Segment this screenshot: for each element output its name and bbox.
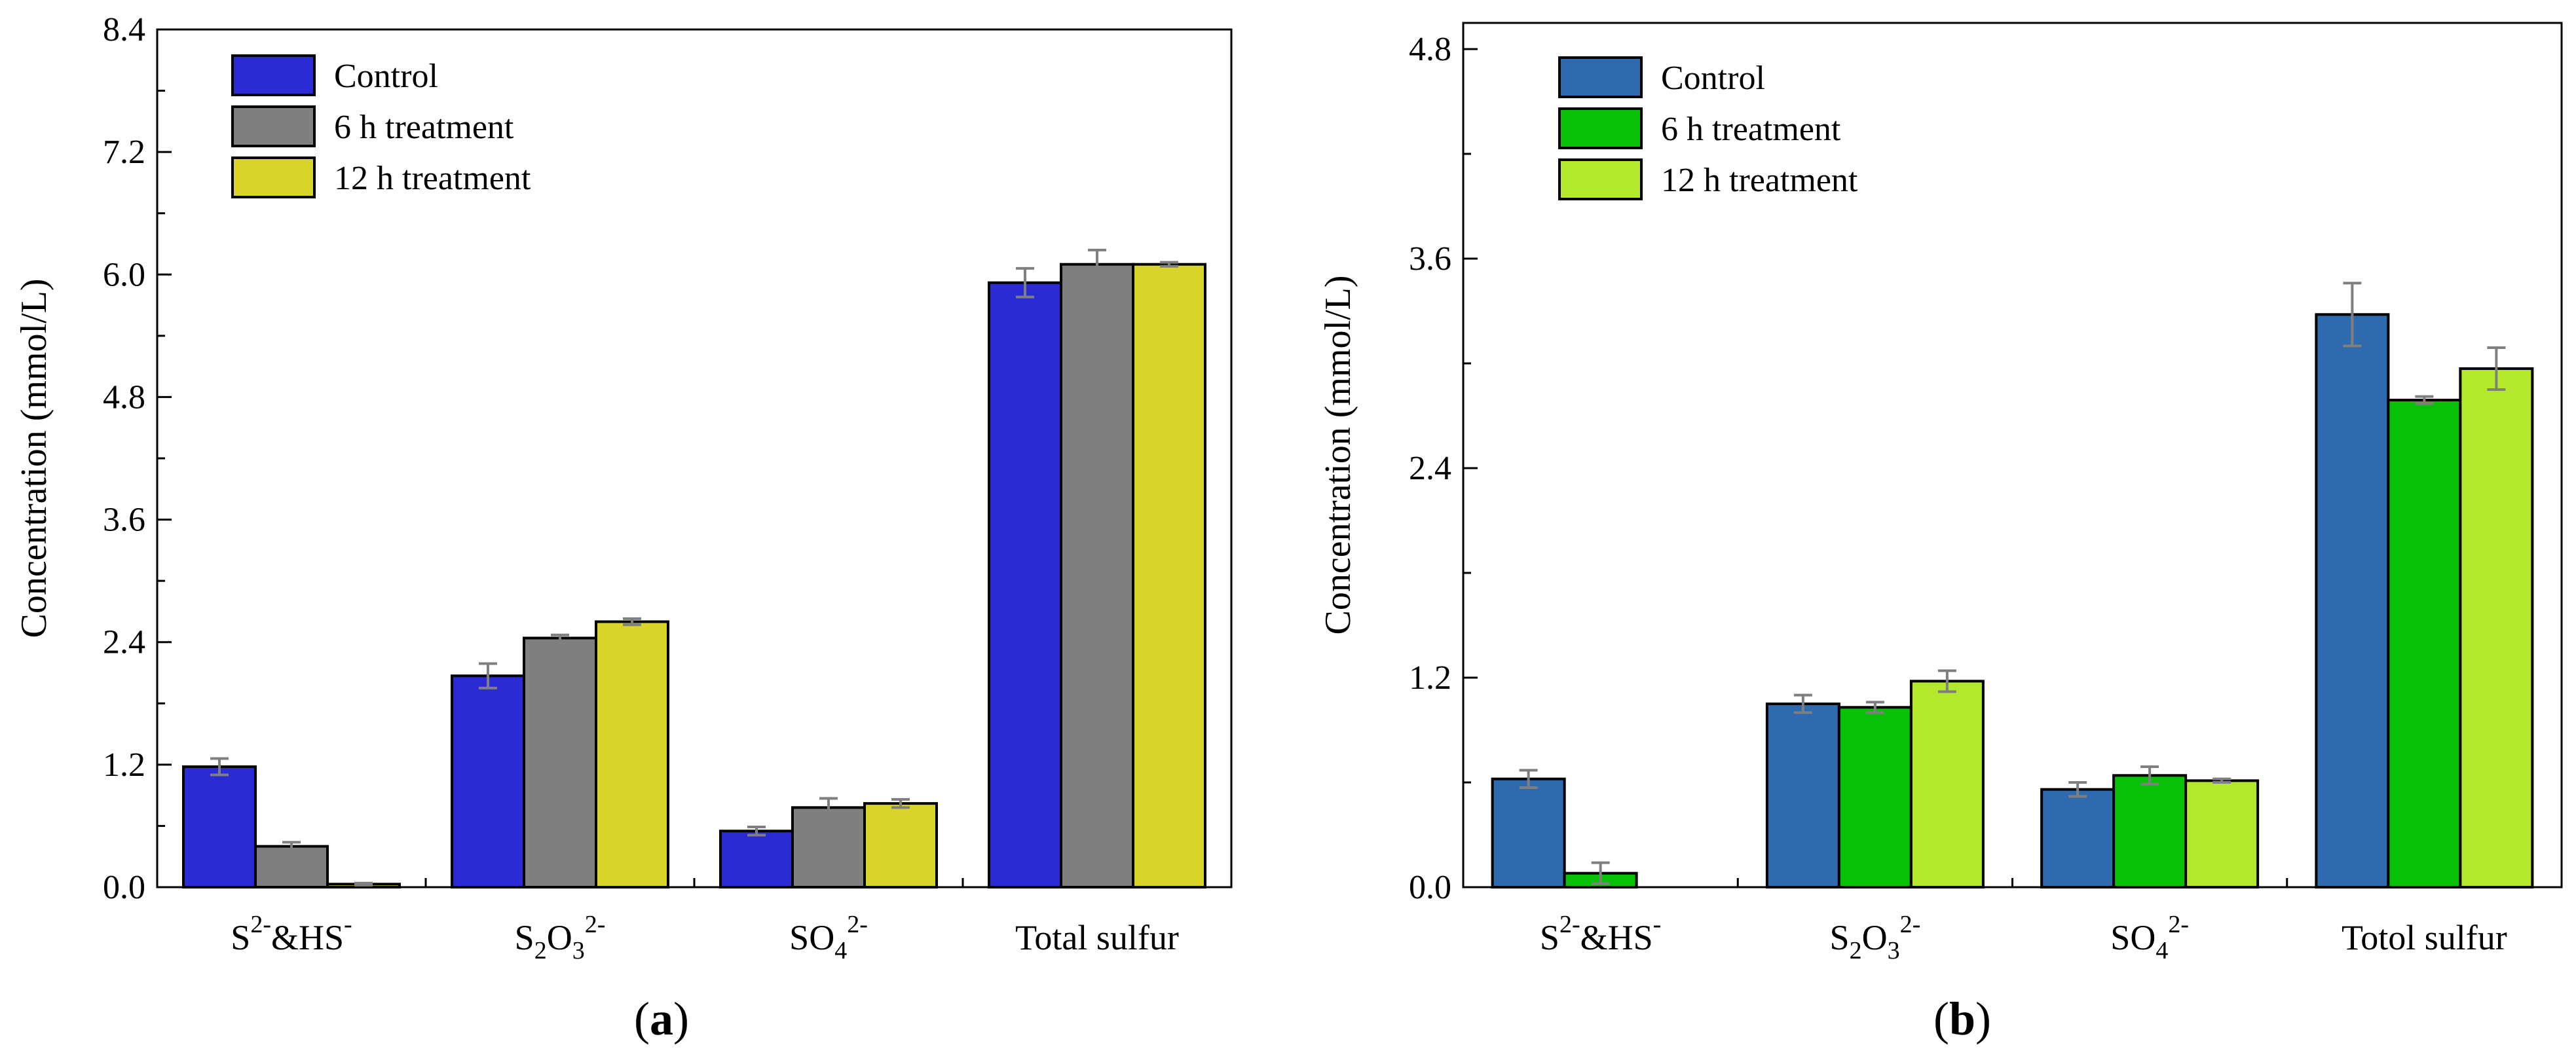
category-mid-text: &HS bbox=[271, 918, 344, 957]
y-axis-title-b: Concentration (mmol/L) bbox=[1318, 276, 1358, 635]
category-superscript: 2- bbox=[250, 911, 271, 938]
category-mid-text: O bbox=[547, 918, 572, 957]
y-tick-label-a-1: 1.2 bbox=[103, 746, 145, 784]
bar-b-12-h-treatment-2 bbox=[2184, 779, 2260, 889]
y-tick-label-b-0: 0.0 bbox=[1409, 869, 1451, 906]
legend-label-a-1: 6 h treatment bbox=[334, 109, 514, 146]
category-superscript: 2- bbox=[1559, 911, 1580, 938]
bar-a-6-h-treatment-1 bbox=[523, 636, 597, 888]
legend-label-a-2: 12 h treatment bbox=[334, 160, 531, 197]
bar-a-6-h-treatment-2 bbox=[791, 806, 866, 889]
category-label-a-1: S2O32- bbox=[515, 911, 606, 964]
category-base-text: S bbox=[1540, 918, 1559, 957]
legend-swatch-b-0 bbox=[1558, 56, 1643, 98]
y-tick-label-a-6: 7.2 bbox=[103, 134, 145, 171]
legend-swatch-a-0 bbox=[231, 54, 316, 96]
y-tick-label-b-1: 1.2 bbox=[1409, 659, 1451, 697]
y-tick-label-b-2: 2.4 bbox=[1409, 450, 1451, 487]
category-label-b-1: S2O32- bbox=[1830, 911, 1921, 964]
legend-label-b-0: Control bbox=[1661, 60, 1765, 97]
category-base-text: S bbox=[515, 918, 534, 957]
category-superscript: 2- bbox=[847, 911, 868, 938]
category-label-a-3: Total sulfur bbox=[1015, 918, 1179, 957]
bar-b-12-h-treatment-3 bbox=[2459, 367, 2534, 888]
bar-b-12-h-treatment-1 bbox=[1909, 680, 1985, 889]
bar-a-12-h-treatment-2 bbox=[863, 802, 938, 888]
category-subscript: 4 bbox=[2156, 937, 2168, 964]
bar-b-6-h-treatment-1 bbox=[1837, 706, 1913, 889]
y-tick-label-a-7: 8.4 bbox=[103, 11, 145, 48]
bar-a-control-3 bbox=[988, 281, 1062, 888]
bar-a-control-2 bbox=[719, 830, 794, 889]
bar-a-control-0 bbox=[182, 765, 257, 888]
panel-label-letter: b bbox=[1949, 993, 1975, 1045]
category-subscript: 3 bbox=[1888, 937, 1900, 964]
panel-label-open-paren: ( bbox=[634, 993, 650, 1045]
bar-b-control-1 bbox=[1765, 703, 1840, 888]
legend-label-b-1: 6 h treatment bbox=[1661, 111, 1841, 148]
y-tick-label-b-3: 3.6 bbox=[1409, 240, 1451, 278]
panel-label-close-paren: ) bbox=[673, 993, 689, 1045]
category-label-b-3: Totol sulfur bbox=[2342, 918, 2507, 957]
bar-a-6-h-treatment-0 bbox=[254, 845, 329, 888]
panel-label-close-paren: ) bbox=[1975, 993, 1991, 1045]
category-base-text: S bbox=[231, 918, 250, 957]
bar-b-control-0 bbox=[1491, 777, 1566, 888]
chart-a-svg: 0.0 1.2 2.4 3.6 4.8 6.0 7.2 8.4 Concentration (m… bbox=[14, 11, 1233, 1045]
category-superscript: 2- bbox=[1900, 911, 1921, 938]
bar-b-6-h-treatment-2 bbox=[2112, 774, 2188, 889]
category-mid-text: &HS bbox=[1580, 918, 1653, 957]
bar-b-control-2 bbox=[2040, 788, 2116, 888]
category-base-text: SO bbox=[2110, 918, 2156, 957]
panel-label-b: (b) bbox=[1933, 993, 1991, 1045]
y-tick-label-a-4: 4.8 bbox=[103, 378, 145, 416]
category-subscript: 3 bbox=[572, 937, 585, 964]
legend-swatch-b-1 bbox=[1558, 107, 1643, 149]
bar-a-6-h-treatment-3 bbox=[1060, 263, 1134, 888]
category-superscript: - bbox=[1653, 911, 1662, 938]
category-base-text: SO bbox=[789, 918, 834, 957]
category-subscript: 2 bbox=[1850, 937, 1862, 964]
legend-label-a-0: Control bbox=[334, 58, 438, 95]
category-label-b-0: S2-&HS- bbox=[1540, 911, 1661, 957]
category-superscript: 2- bbox=[2168, 911, 2189, 938]
y-tick-label-b-4: 4.8 bbox=[1409, 31, 1451, 68]
category-superscript: - bbox=[344, 911, 352, 938]
legend-label-b-2: 12 h treatment bbox=[1661, 162, 1858, 199]
category-subscript: 4 bbox=[834, 937, 847, 964]
chart-panel-a: 0.0 1.2 2.4 3.6 4.8 6.0 7.2 8.4 Concentration (m… bbox=[0, 0, 1284, 1059]
category-label-b-2: SO42- bbox=[2110, 911, 2189, 964]
category-base-text: Totol sulfur bbox=[2342, 918, 2507, 957]
category-base-text: Total sulfur bbox=[1015, 918, 1179, 957]
category-subscript: 2 bbox=[534, 937, 547, 964]
category-base-text: S bbox=[1830, 918, 1850, 957]
bar-a-12-h-treatment-1 bbox=[595, 620, 669, 888]
category-mid-text: O bbox=[1862, 918, 1888, 957]
legend-swatch-a-2 bbox=[231, 156, 316, 198]
y-tick-label-a-2: 2.4 bbox=[103, 624, 145, 661]
y-tick-label-a-5: 6.0 bbox=[103, 256, 145, 293]
y-tick-label-a-3: 3.6 bbox=[103, 502, 145, 539]
chart-panel-b: 0.0 1.2 2.4 3.6 4.8 Concentration (mmol/L) S2-… bbox=[1288, 0, 2576, 1059]
legend-swatch-b-2 bbox=[1558, 158, 1643, 200]
bar-a-12-h-treatment-3 bbox=[1132, 263, 1206, 888]
bar-b-6-h-treatment-3 bbox=[2387, 399, 2462, 888]
category-superscript: 2- bbox=[585, 911, 606, 938]
category-label-a-2: SO42- bbox=[789, 911, 868, 964]
legend-swatch-a-1 bbox=[231, 105, 316, 147]
category-label-a-0: S2-&HS- bbox=[231, 911, 352, 957]
bar-b-control-3 bbox=[2315, 313, 2390, 889]
panel-label-open-paren: ( bbox=[1933, 993, 1949, 1045]
bar-a-control-1 bbox=[451, 674, 525, 889]
y-axis-title-a: Concentration (mmol/L) bbox=[14, 279, 54, 638]
y-tick-label-a-0: 0.0 bbox=[103, 869, 145, 906]
panel-label-a: (a) bbox=[634, 993, 689, 1045]
panel-label-letter: a bbox=[650, 993, 673, 1045]
